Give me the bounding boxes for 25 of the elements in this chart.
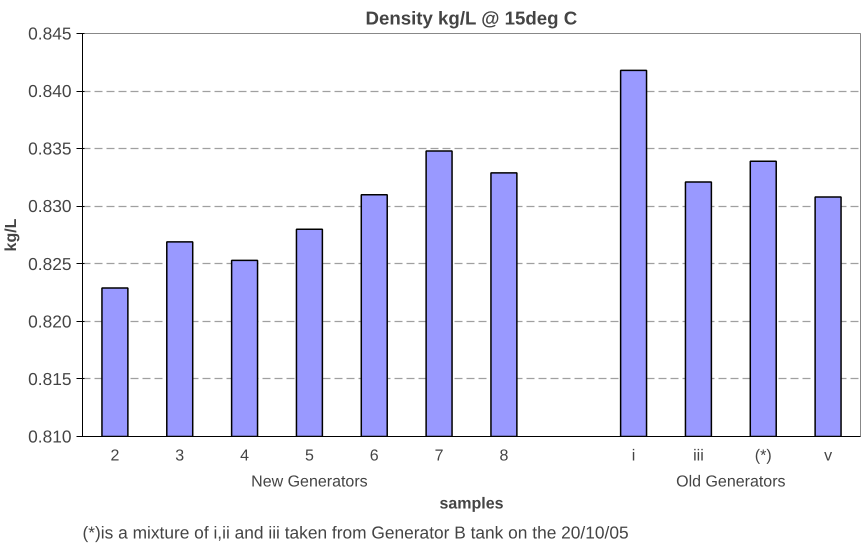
x-tick-label: 2	[110, 448, 120, 464]
text: Old Generators	[676, 474, 786, 490]
y-tick-label: 0.845	[28, 24, 72, 44]
x-tick-label: 8	[499, 448, 508, 464]
x-tick-label: 6	[370, 448, 379, 464]
x-tick-label: 7	[434, 448, 444, 464]
x-axis-title: samples	[439, 496, 504, 512]
y-tick-label: 0.810	[28, 426, 72, 446]
y-tick-label: 0.840	[28, 81, 72, 102]
x-tick-label: iii	[693, 448, 704, 464]
text: (*)is a mixture of i,ii and iii taken from Generator B tank on the 20/10/05	[82, 522, 629, 542]
y-tick-label: 0.825	[28, 254, 72, 274]
x-tick-label: 5	[304, 448, 314, 464]
y-tick-label: 0.835	[28, 138, 72, 159]
text: New Generators	[251, 474, 368, 490]
y-axis-title: kg/L	[3, 218, 20, 252]
chart-title: Density kg/L @ 15deg C	[365, 8, 578, 28]
y-tick-label: 0.830	[28, 196, 72, 216]
x-tick-label: 3	[175, 448, 184, 464]
y-tick-label: 0.815	[28, 368, 72, 389]
x-tick-label: (*)	[754, 448, 772, 464]
y-tick-label: 0.820	[28, 311, 72, 332]
x-tick-label: 4	[240, 448, 250, 464]
x-tick-label: i	[632, 448, 636, 464]
x-tick-label: v	[824, 448, 832, 464]
